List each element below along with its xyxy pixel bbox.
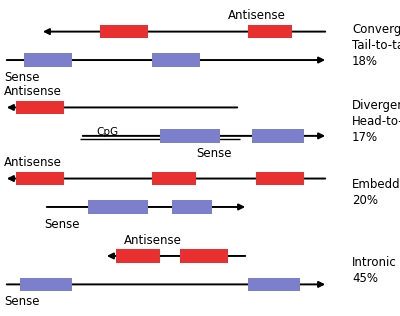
Text: Intronic
45%: Intronic 45% (352, 256, 397, 285)
Bar (100, 25, 148, 38)
Text: Antisense: Antisense (4, 85, 62, 98)
Bar (160, 129, 220, 143)
Bar (248, 278, 300, 291)
Bar (24, 53, 72, 67)
Bar (180, 249, 228, 263)
Bar (88, 200, 148, 214)
Bar (16, 172, 64, 185)
Bar (252, 129, 304, 143)
Bar (20, 278, 72, 291)
Text: Sense: Sense (4, 71, 40, 84)
Bar (152, 53, 200, 67)
Text: Embedded
20%: Embedded 20% (352, 178, 400, 207)
Text: Sense: Sense (44, 218, 80, 231)
Bar (152, 172, 196, 185)
Bar (116, 249, 160, 263)
Text: CpG: CpG (96, 127, 118, 137)
Text: Divergent
Head-to-head
17%: Divergent Head-to-head 17% (352, 99, 400, 144)
Text: Convergent
Tail-to-tail
18%: Convergent Tail-to-tail 18% (352, 23, 400, 68)
Bar (256, 172, 304, 185)
Text: Sense: Sense (196, 147, 232, 160)
Bar (248, 25, 292, 38)
Text: Antisense: Antisense (4, 156, 62, 169)
Text: Sense: Sense (4, 295, 40, 308)
Bar (16, 101, 64, 114)
Text: Antisense: Antisense (124, 234, 182, 247)
Bar (172, 200, 212, 214)
Text: Antisense: Antisense (228, 9, 286, 22)
